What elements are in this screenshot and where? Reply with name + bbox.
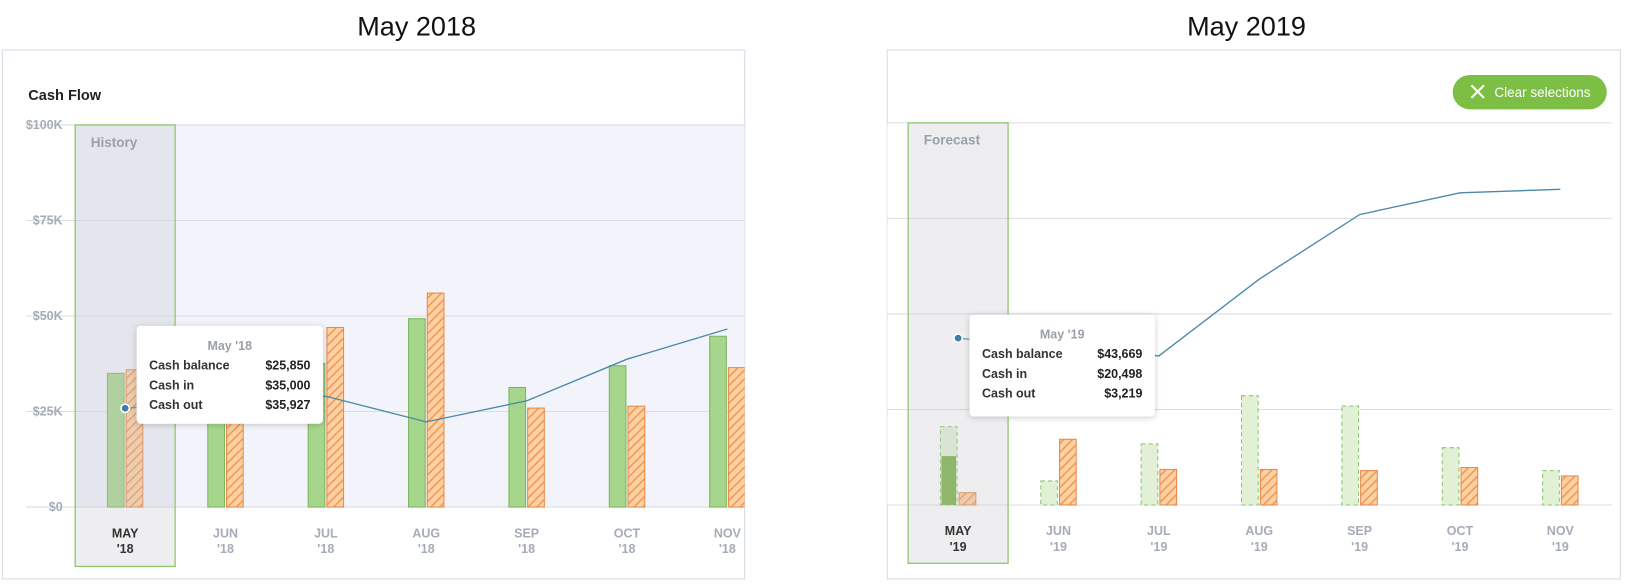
tooltip-label: Cash balance	[149, 359, 230, 373]
bar	[1542, 470, 1560, 506]
x-tick-label: NOV '19	[1547, 524, 1575, 554]
bar	[1360, 470, 1378, 506]
bar	[1241, 395, 1259, 506]
bar	[1159, 468, 1178, 506]
bar	[426, 292, 445, 508]
tooltip-label: Cash in	[982, 367, 1027, 381]
panel-title: Cash Flow	[28, 88, 101, 104]
hover-point	[953, 333, 964, 344]
tooltip-label: Cash out	[149, 398, 202, 412]
bar	[627, 405, 646, 508]
x-tick-label: SEP '19	[1347, 524, 1372, 554]
bar	[1259, 468, 1278, 506]
bar	[1560, 475, 1579, 506]
tooltip-label: Cash in	[149, 378, 194, 392]
bar	[508, 386, 527, 508]
bar	[1058, 438, 1077, 506]
tooltip-title: May '19	[1040, 327, 1085, 341]
bar	[106, 372, 125, 508]
bar	[958, 492, 977, 506]
chart-caption: May 2019	[1187, 10, 1306, 41]
bar	[608, 365, 627, 508]
x-tick-label: AUG '18	[412, 526, 440, 556]
actual-bar	[941, 456, 957, 505]
period-label: Forecast	[924, 133, 981, 148]
x-tick-label: JUL '18	[314, 526, 338, 556]
tooltip-box	[136, 325, 323, 424]
tooltip: May '19 Cash balance $43,669 Cash in $20,498…	[969, 314, 1155, 417]
x-tick-label: MAY '19	[945, 524, 972, 554]
x-tick-label: OCT '18	[614, 526, 641, 556]
button-label: Clear selections	[1494, 85, 1590, 100]
bar	[1441, 447, 1460, 506]
button-bg	[1452, 74, 1607, 110]
chart-caption: May 2018	[357, 10, 476, 41]
tooltip-value: $35,000	[265, 378, 310, 392]
tooltip-title: May '18	[207, 339, 252, 353]
hover-point	[120, 403, 131, 414]
x-tick-label: AUG '19	[1245, 524, 1273, 554]
bar	[709, 335, 727, 508]
plot	[26, 124, 745, 508]
tooltip-label: Cash balance	[982, 347, 1063, 361]
bar	[1140, 443, 1159, 506]
y-tick-label: $100K	[26, 118, 63, 132]
x-tick-label: JUL '19	[1147, 524, 1171, 554]
x-tick-label: OCT '19	[1447, 524, 1474, 554]
tooltip-value: $20,498	[1097, 367, 1142, 381]
y-tick-label: $25K	[33, 405, 63, 419]
bar	[527, 407, 545, 508]
bar	[1040, 480, 1058, 506]
x-tick-label: JUN '19	[1046, 524, 1071, 554]
bar	[1460, 467, 1479, 506]
bar	[727, 367, 745, 508]
tooltip: May '18 Cash balance $25,850 Cash in $35,000…	[136, 325, 323, 424]
tooltip-value: $35,927	[265, 398, 310, 412]
close-icon	[1470, 84, 1485, 99]
clear-selections-button[interactable]: Clear selections	[1452, 74, 1607, 110]
x-tick-label: SEP '18	[514, 526, 539, 556]
tooltip-value: $43,669	[1097, 347, 1142, 361]
x-tick-label: NOV '18	[714, 526, 742, 556]
tooltip-value: $25,850	[265, 359, 310, 373]
y-tick-label: $0	[49, 500, 63, 514]
x-tick-label: MAY '18	[112, 526, 139, 556]
y-tick-label: $75K	[33, 214, 63, 228]
y-tick-label: $50K	[33, 309, 63, 323]
bar	[408, 318, 426, 508]
bar	[326, 326, 345, 508]
tooltip-box	[969, 314, 1155, 417]
tooltip-value: $3,219	[1104, 387, 1142, 401]
x-tick-label: JUN '18	[213, 526, 238, 556]
tooltip-label: Cash out	[982, 387, 1035, 401]
bar	[1341, 405, 1360, 506]
period-label: History	[91, 135, 138, 150]
